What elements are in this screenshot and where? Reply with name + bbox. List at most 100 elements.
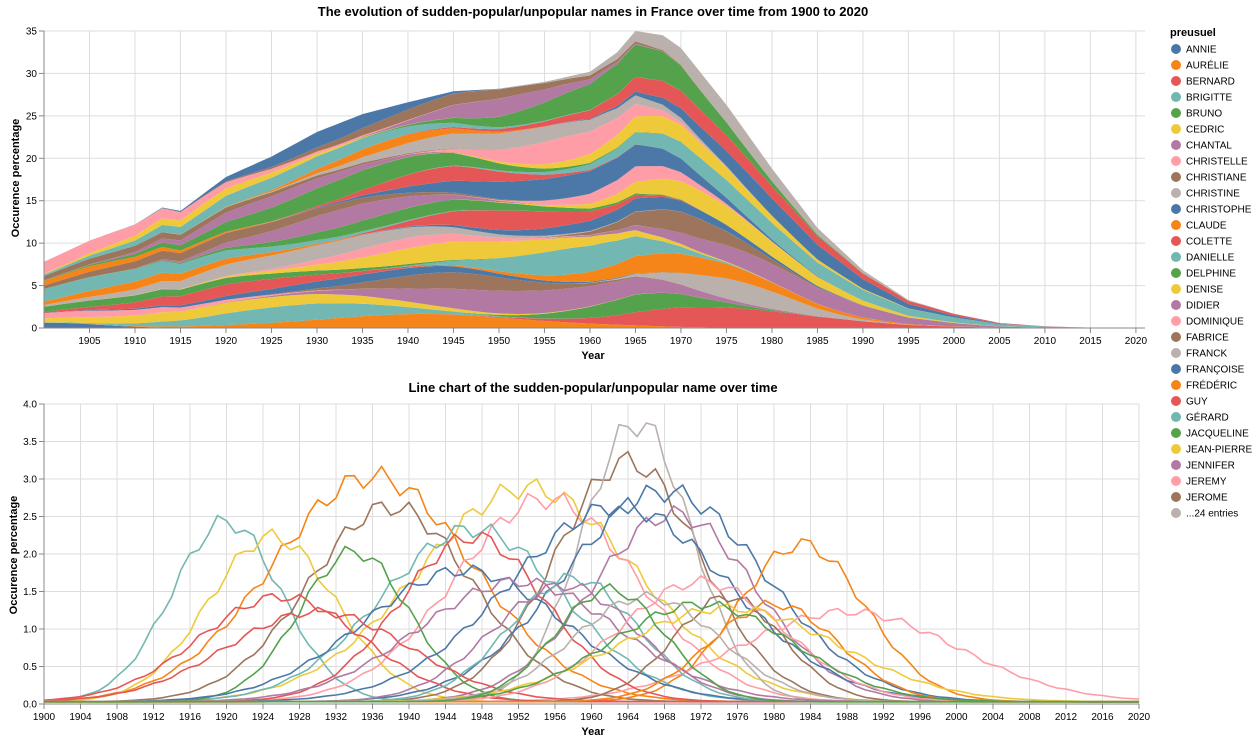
line-x-tick-label: 1976 (726, 712, 749, 723)
area-y-tick-label: 20 (26, 154, 38, 165)
legend-swatch (1171, 108, 1181, 118)
area-x-tick-label: 1925 (260, 336, 283, 347)
line-chart-x-axis-title: Year (581, 726, 605, 738)
area-x-tick-label: 2015 (1079, 336, 1102, 347)
area-band (44, 236, 1145, 328)
area-y-tick-label: 10 (26, 239, 38, 250)
area-x-tick-label: 1945 (442, 336, 465, 347)
legend-label: CEDRIC (1186, 125, 1224, 136)
area-band (44, 277, 1145, 328)
area-y-tick-label: 35 (26, 27, 38, 38)
legend-label: DENISE (1186, 285, 1224, 296)
legend-label: DIDIER (1186, 301, 1220, 312)
legend-swatch (1171, 412, 1181, 422)
legend-label: DOMINIQUE (1186, 317, 1244, 328)
line-y-tick-label: 3.5 (23, 437, 37, 448)
area-x-tick-label: 1960 (579, 336, 602, 347)
legend-swatch (1171, 172, 1181, 182)
area-x-tick-label: 1955 (533, 336, 556, 347)
legend-label: FRANCK (1186, 349, 1227, 360)
legend-swatch (1171, 76, 1181, 86)
line-x-tick-label: 1980 (763, 712, 786, 723)
area-band (44, 322, 1145, 328)
legend-swatch (1171, 444, 1181, 454)
legend-swatch (1171, 284, 1181, 294)
line-x-tick-label: 2004 (982, 712, 1005, 723)
line-y-tick-label: 2.5 (23, 512, 37, 523)
area-x-tick-label: 1980 (761, 336, 784, 347)
area-x-tick-label: 1995 (897, 336, 920, 347)
line-x-tick-label: 1952 (507, 712, 530, 723)
legend-label: JEROME (1186, 493, 1228, 504)
area-band (44, 178, 1145, 328)
legend-swatch (1171, 140, 1181, 150)
area-y-tick-label: 25 (26, 111, 38, 122)
line-x-tick-label: 1936 (361, 712, 384, 723)
legend-swatch (1171, 204, 1181, 214)
area-x-tick-label: 2000 (943, 336, 966, 347)
area-x-tick-label: 1990 (852, 336, 875, 347)
area-x-tick-label: 2020 (1125, 336, 1148, 347)
legend-label: JENNIFER (1186, 461, 1235, 472)
legend-label: CHRISTINE (1186, 189, 1240, 200)
line-x-tick-label: 1920 (215, 712, 238, 723)
line-x-tick-label: 1984 (799, 712, 822, 723)
legend-label: CHRISTELLE (1186, 157, 1248, 168)
area-x-tick-label: 1915 (169, 336, 192, 347)
area-band (44, 103, 1145, 328)
area-band (44, 209, 1145, 328)
legend-label: DELPHINE (1186, 269, 1236, 280)
area-y-tick-label: 5 (31, 281, 37, 292)
legend-swatch (1171, 492, 1181, 502)
line-x-tick-label: 1996 (909, 712, 932, 723)
legend-label: COLETTE (1186, 237, 1232, 248)
line-x-tick-label: 1988 (836, 712, 859, 723)
area-chart-title: The evolution of sudden-popular/unpopula… (318, 4, 868, 19)
area-x-tick-label: 1905 (78, 336, 101, 347)
area-x-tick-label: 1965 (624, 336, 647, 347)
legend-label: JACQUELINE (1186, 429, 1249, 440)
line-x-tick-label: 1924 (252, 712, 275, 723)
legend-title: preusuel (1170, 27, 1216, 39)
legend-swatch (1171, 316, 1181, 326)
area-band (44, 303, 1145, 328)
legend-label: DANIELLE (1186, 253, 1235, 264)
legend-label: CHRISTOPHE (1186, 205, 1252, 216)
line-y-tick-label: 4.0 (23, 400, 37, 411)
line-y-tick-label: 0.0 (23, 700, 37, 711)
legend-label: JEREMY (1186, 477, 1227, 488)
area-chart-plot (44, 31, 1145, 328)
line-x-tick-label: 2000 (945, 712, 968, 723)
line-x-tick-label: 1932 (325, 712, 348, 723)
legend-swatch (1171, 364, 1181, 374)
line-x-tick-label: 1948 (471, 712, 494, 723)
area-x-tick-label: 1940 (397, 336, 420, 347)
area-x-tick-label: 1970 (670, 336, 693, 347)
area-y-tick-label: 15 (26, 196, 38, 207)
legend-swatch-more (1171, 508, 1181, 518)
legend-swatch (1171, 428, 1181, 438)
line-chart-y-axis-title: Occurence percentage (8, 496, 20, 615)
line-y-tick-label: 2.0 (23, 550, 37, 561)
line-x-tick-label: 2016 (1091, 712, 1114, 723)
legend-label: BERNARD (1186, 77, 1235, 88)
legend-more-entries: ...24 entries (1186, 509, 1238, 520)
legend-label: JEAN-PIERRE (1186, 445, 1252, 456)
legend-swatch (1171, 156, 1181, 166)
line-x-tick-label: 1928 (288, 712, 311, 723)
line-x-tick-label: 1992 (872, 712, 895, 723)
area-band (44, 272, 1145, 328)
area-band (44, 196, 1145, 328)
area-x-tick-label: 1975 (715, 336, 738, 347)
legend-label: BRUNO (1186, 109, 1222, 120)
legend-swatch (1171, 380, 1181, 390)
legend-swatch (1171, 44, 1181, 54)
line-x-tick-label: 1900 (33, 712, 56, 723)
legend-swatch (1171, 332, 1181, 342)
area-x-tick-label: 1910 (124, 336, 147, 347)
line-x-tick-label: 1912 (142, 712, 165, 723)
area-band (44, 266, 1145, 328)
line-x-tick-label: 1908 (106, 712, 129, 723)
line-y-tick-label: 1.5 (23, 587, 37, 598)
